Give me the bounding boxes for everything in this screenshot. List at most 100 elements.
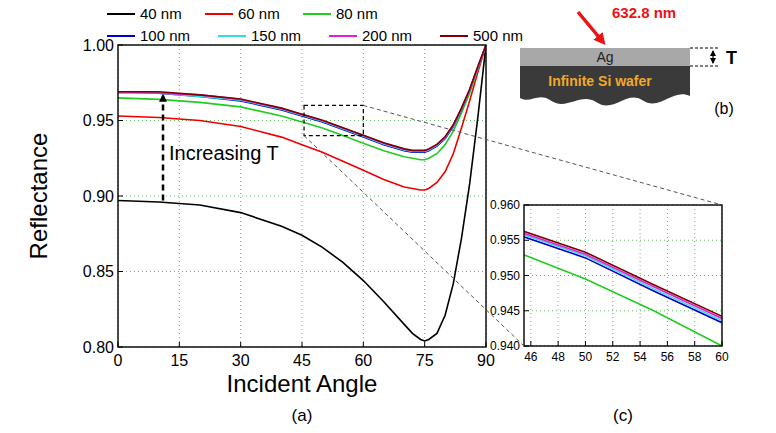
tick: [694, 341, 695, 346]
tick: [240, 342, 241, 347]
series-line: [524, 233, 722, 321]
chart-0: 01530456075900.800.850.900.951.00Inciden…: [25, 5, 523, 425]
x-tick-label: 52: [606, 350, 620, 364]
grid-line: [694, 205, 695, 346]
tick: [524, 205, 529, 206]
x-tick-label: 48: [551, 350, 565, 364]
x-tick-label: 54: [633, 350, 647, 364]
tick: [118, 196, 123, 197]
wavelength-label: 632.8 nm: [612, 4, 676, 21]
y-tick-label: 0.950: [490, 269, 520, 283]
annotation-arrow: [162, 96, 165, 201]
y-tick-label: 0.90: [83, 188, 114, 205]
grid-line: [118, 271, 486, 272]
grid-line: [667, 205, 668, 346]
plot-frame: [118, 45, 486, 347]
y-tick-label: 0.80: [83, 339, 114, 356]
y-tick-label: 0.940: [490, 339, 520, 353]
grid-line: [558, 205, 559, 346]
series-group: [118, 45, 486, 341]
thickness-guide: [690, 66, 720, 67]
chart-1: 46485052545658600.9400.9450.9500.9550.96…: [490, 198, 729, 425]
legend-label: 100 nm: [140, 27, 190, 44]
incident-beam: [578, 12, 603, 42]
plot-background: [118, 45, 486, 347]
series-line: [118, 45, 486, 152]
legend-swatch: [303, 13, 331, 15]
tick: [118, 45, 123, 46]
tick: [530, 341, 531, 346]
grid-line: [524, 310, 722, 311]
thickness-arrow: [712, 51, 713, 63]
x-tick-label: 15: [170, 352, 188, 369]
tick: [667, 341, 668, 346]
grid-line: [585, 205, 586, 346]
tick: [302, 342, 303, 347]
tick: [118, 342, 119, 347]
legend-swatch: [440, 35, 468, 37]
substrate-label: Infinite Si wafer: [548, 73, 652, 89]
x-tick-label: 30: [232, 352, 250, 369]
legend-swatch: [218, 35, 246, 37]
x-tick-label: 56: [661, 350, 675, 364]
legend-swatch: [107, 13, 135, 15]
grid-line: [530, 205, 531, 346]
y-tick-label: 0.955: [490, 233, 520, 247]
series-line: [118, 45, 486, 190]
x-tick-label: 90: [477, 352, 495, 369]
tick: [118, 271, 123, 272]
zoom-connector: [304, 136, 524, 346]
thickness-guide: [690, 48, 720, 49]
x-tick-label: 46: [524, 350, 538, 364]
y-axis-title: Reflectance: [25, 133, 52, 260]
y-tick-label: 1.00: [83, 37, 114, 54]
x-tick-label: 60: [354, 352, 372, 369]
x-tick-label: 58: [688, 350, 702, 364]
legend-swatch: [107, 35, 135, 37]
series-line: [524, 235, 722, 323]
figure: 01530456075900.800.850.900.951.00Inciden…: [0, 0, 776, 433]
grid-line: [240, 45, 241, 347]
zoom-box: [304, 105, 363, 135]
tick: [558, 341, 559, 346]
ag-layer: [520, 48, 690, 66]
y-tick-label: 0.945: [490, 304, 520, 318]
legend-swatch: [329, 35, 357, 37]
tick: [118, 347, 123, 348]
series-line: [118, 45, 486, 150]
tick: [486, 342, 487, 347]
legend-label: 500 nm: [473, 27, 523, 44]
tick: [524, 346, 529, 347]
tick: [118, 120, 123, 121]
schematic: AgInfinite Si wafer632.8 nmT(b): [520, 4, 737, 117]
legend-swatch: [205, 13, 233, 15]
thickness-label: T: [726, 48, 737, 68]
y-tick-label: 0.85: [83, 263, 114, 280]
legend-label: 40 nm: [140, 5, 182, 22]
tick: [363, 342, 364, 347]
zoom-connector: [363, 105, 722, 205]
y-tick-label: 0.960: [490, 198, 520, 212]
series-line: [524, 229, 722, 316]
legend-label: 200 nm: [362, 27, 412, 44]
series-group: [524, 229, 722, 346]
annotation: Increasing T: [169, 142, 279, 164]
legend-label: 150 nm: [251, 27, 301, 44]
tick: [640, 341, 641, 346]
x-tick-label: 60: [715, 350, 729, 364]
x-axis-title: Incident Angle: [227, 370, 378, 397]
tick: [179, 342, 180, 347]
series-line: [118, 45, 486, 151]
grid-line: [118, 196, 486, 197]
x-tick-label: 75: [416, 352, 434, 369]
tick: [612, 341, 613, 346]
x-tick-label: 0: [114, 352, 123, 369]
grid-line: [424, 45, 425, 347]
legend-label: 60 nm: [238, 5, 280, 22]
grid-line: [118, 120, 486, 121]
tick: [585, 341, 586, 346]
film-label: Ag: [596, 49, 613, 65]
tick: [524, 240, 529, 241]
legend-label: 80 nm: [336, 5, 378, 22]
series-line: [524, 252, 722, 346]
